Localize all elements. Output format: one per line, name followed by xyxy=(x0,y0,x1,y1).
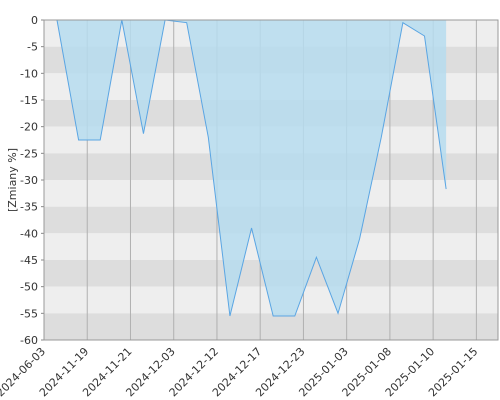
y-tick-label: -40 xyxy=(20,227,38,240)
band xyxy=(44,313,498,340)
y-tick-label: 0 xyxy=(31,14,38,27)
y-tick-label: -55 xyxy=(20,307,38,320)
y-tick-label: -60 xyxy=(20,334,38,347)
y-tick-label: -15 xyxy=(20,94,38,107)
y-tick-label: -10 xyxy=(20,67,38,80)
plot-border xyxy=(43,19,499,341)
y-tick-label: -25 xyxy=(20,147,38,160)
y-tick-label: -20 xyxy=(20,121,38,134)
y-tick-label: -5 xyxy=(27,41,38,54)
y-tick-label: -30 xyxy=(20,174,38,187)
area xyxy=(56,20,447,316)
y-tick-label: -35 xyxy=(20,201,38,214)
y-tick-label: -45 xyxy=(20,254,38,267)
y-axis-label: [Zmiany %] xyxy=(6,148,19,212)
y-tick-label: -50 xyxy=(20,281,38,294)
